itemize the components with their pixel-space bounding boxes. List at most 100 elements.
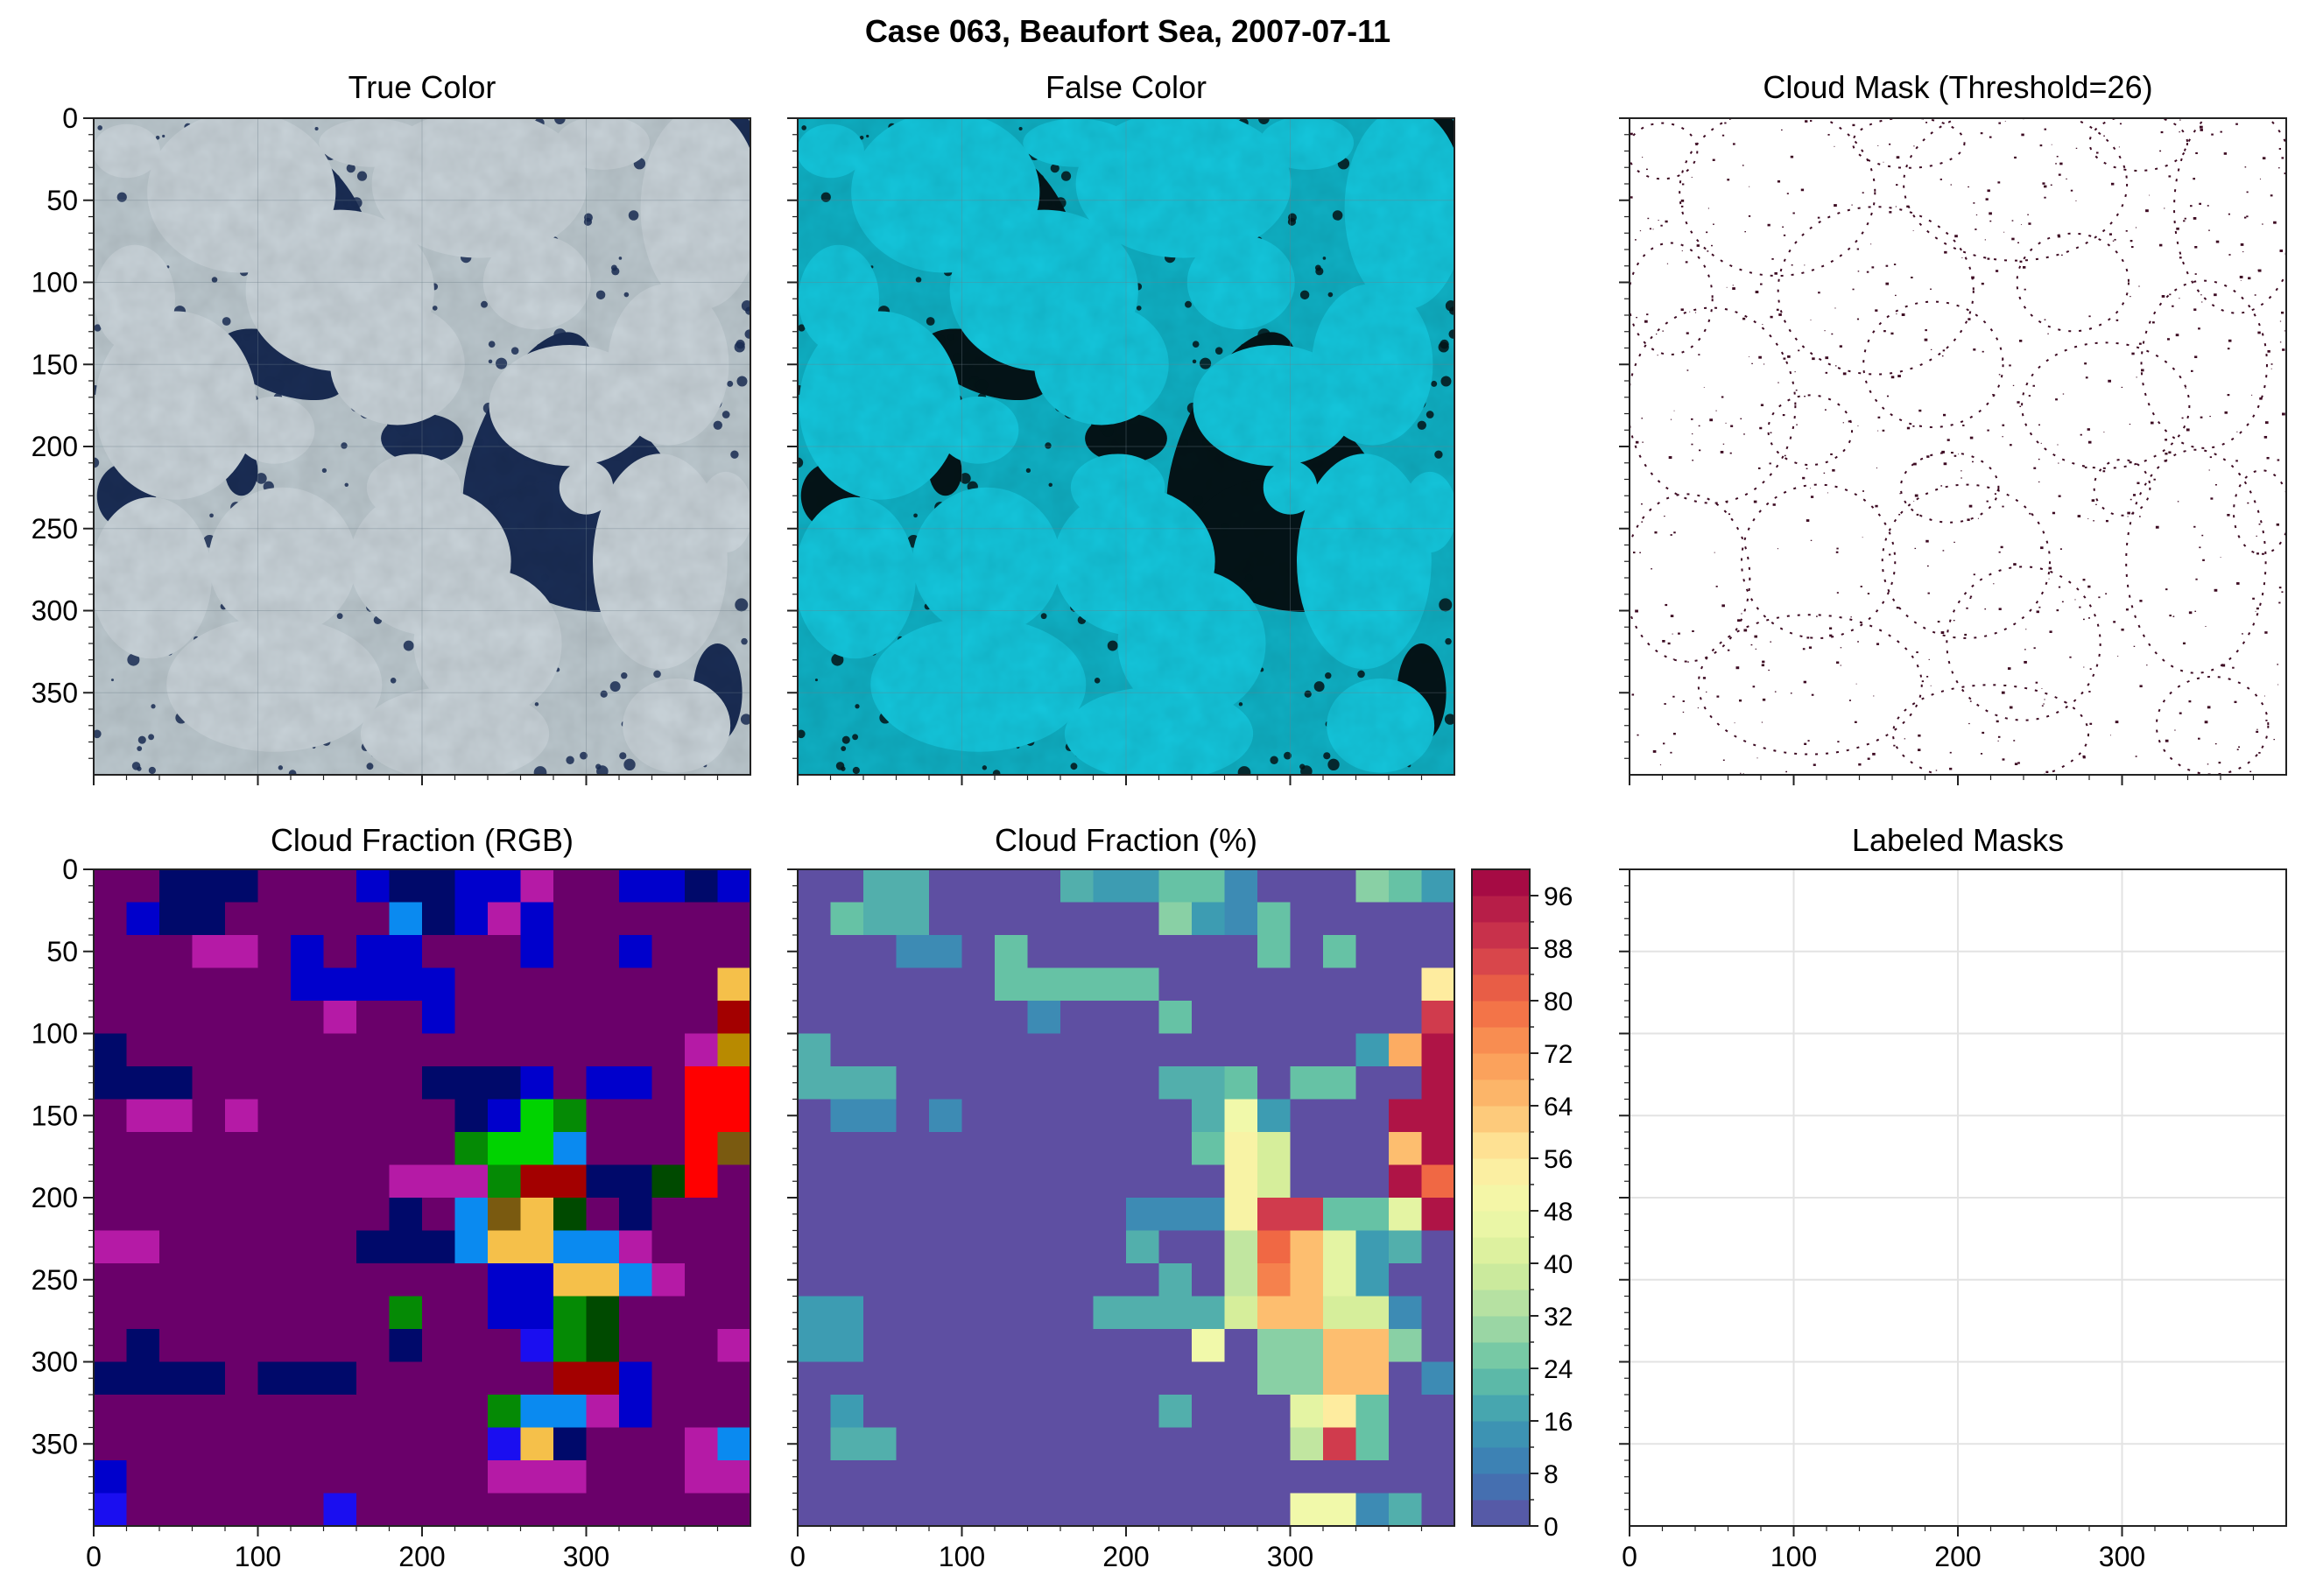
heatmap-cell	[126, 902, 160, 936]
heatmap-cell	[159, 1001, 194, 1035]
heatmap-cell	[586, 1296, 620, 1330]
heatmap-cell	[961, 1460, 996, 1494]
heatmap-cell	[929, 935, 963, 969]
heatmap-cell	[1192, 1427, 1226, 1461]
heatmap-cell	[225, 1395, 259, 1429]
heatmap-cell	[717, 1263, 751, 1297]
heatmap-cell	[1421, 1263, 1455, 1297]
heatmap-cell	[1389, 1198, 1423, 1232]
heatmap-cell	[159, 1099, 194, 1133]
heatmap-cell	[291, 1460, 325, 1494]
colorbar-segment	[1472, 1027, 1530, 1054]
heatmap-cell	[389, 967, 423, 1002]
heatmap-cell	[1192, 1230, 1226, 1264]
heatmap-cell	[896, 935, 930, 969]
heatmap-cell	[488, 1263, 522, 1297]
heatmap-cell	[257, 1395, 292, 1429]
heatmap-cell	[619, 1329, 653, 1363]
heatmap-cell	[1126, 1296, 1160, 1330]
heatmap-cell	[1355, 935, 1390, 969]
heatmap-cell	[1323, 967, 1357, 1002]
heatmap-cell	[126, 1001, 160, 1035]
heatmap-cell	[830, 1493, 864, 1527]
heatmap-cell	[1355, 1198, 1390, 1232]
heatmap-cell	[717, 1361, 751, 1396]
heatmap-cell	[94, 1099, 128, 1133]
heatmap-cell	[1257, 1230, 1292, 1264]
y-tick-label: 250	[32, 513, 78, 545]
heatmap-cell	[257, 1493, 292, 1527]
heatmap-cell	[1027, 869, 1061, 903]
heatmap-cell	[488, 1033, 522, 1067]
heatmap-cell	[1290, 1099, 1324, 1133]
heatmap-cell	[323, 869, 357, 903]
colorbar-segment	[1472, 869, 1530, 896]
heatmap-cell	[1421, 1427, 1455, 1461]
heatmap-cell	[1060, 1066, 1095, 1100]
heatmap-cell	[389, 1099, 423, 1133]
heatmap-cell	[586, 1329, 620, 1363]
colorbar-tick-label: 8	[1544, 1460, 1559, 1489]
heatmap-cell	[717, 1230, 751, 1264]
y-tick-label: 200	[32, 1182, 78, 1213]
heatmap-cell	[863, 1001, 898, 1035]
y-tick-label: 100	[32, 267, 78, 299]
heatmap-cell	[651, 967, 686, 1002]
heatmap-cell	[1257, 1427, 1292, 1461]
heatmap-cell	[929, 1329, 963, 1363]
heatmap-cell	[1093, 1099, 1127, 1133]
heatmap-cell	[94, 1329, 128, 1363]
heatmap-cell	[1192, 1361, 1226, 1396]
heatmap-cell	[830, 1263, 864, 1297]
heatmap-cell	[929, 1001, 963, 1035]
heatmap-cell	[553, 1001, 588, 1035]
colorbar-segment	[1472, 1500, 1530, 1527]
heatmap-cell	[422, 1395, 456, 1429]
colorbar-segment	[1472, 1185, 1530, 1212]
heatmap-cell	[1126, 1132, 1160, 1166]
heatmap-cell	[1421, 902, 1455, 936]
axes-layer: 0 50 100 150 200 250 300 350 0 50 100 150 200 250 300 3…	[32, 102, 2287, 1572]
heatmap-cell	[863, 967, 898, 1002]
heatmap-cell	[1126, 1395, 1160, 1429]
heatmap-cell	[94, 1460, 128, 1494]
heatmap-cell	[798, 1066, 832, 1100]
colorbar-tick-label: 40	[1544, 1250, 1573, 1279]
heatmap-cell	[1224, 1198, 1258, 1232]
heatmap-cell	[830, 869, 864, 903]
heatmap-cell	[896, 1296, 930, 1330]
heatmap-cell	[1158, 1198, 1193, 1232]
heatmap-cell	[1389, 1361, 1423, 1396]
heatmap-cell	[1290, 1361, 1324, 1396]
heatmap-cell	[1290, 1066, 1324, 1100]
heatmap-cell	[1224, 1263, 1258, 1297]
panel-title-cf-rgb: Cloud Fraction (RGB)	[271, 822, 574, 858]
heatmap-cell	[830, 1230, 864, 1264]
heatmap-cell	[798, 1230, 832, 1264]
heatmap-cell	[896, 1329, 930, 1363]
heatmap-cell	[94, 1132, 128, 1166]
heatmap-cell	[126, 1263, 160, 1297]
heatmap-cell	[961, 1164, 996, 1199]
heatmap-cell	[1355, 967, 1390, 1002]
heatmap-cell	[454, 1198, 489, 1232]
heatmap-cell	[553, 967, 588, 1002]
heatmap-cell	[126, 1296, 160, 1330]
heatmap-cell	[619, 1263, 653, 1297]
heatmap-cell	[520, 1460, 554, 1494]
colorbar-segment	[1472, 1395, 1530, 1422]
heatmap-cell	[159, 1164, 194, 1199]
heatmap-cell	[454, 1099, 489, 1133]
heatmap-cell	[1355, 1263, 1390, 1297]
heatmap-cell	[619, 1460, 653, 1494]
heatmap-cell	[1158, 1361, 1193, 1396]
heatmap-cell	[454, 1460, 489, 1494]
heatmap-cell	[651, 1395, 686, 1429]
heatmap-cell	[126, 1066, 160, 1100]
heatmap-cell	[798, 1099, 832, 1133]
heatmap-cell	[389, 1132, 423, 1166]
heatmap-cell	[685, 1427, 719, 1461]
heatmap-cell	[896, 1395, 930, 1429]
heatmap-cell	[896, 1361, 930, 1396]
heatmap-cell	[651, 1198, 686, 1232]
